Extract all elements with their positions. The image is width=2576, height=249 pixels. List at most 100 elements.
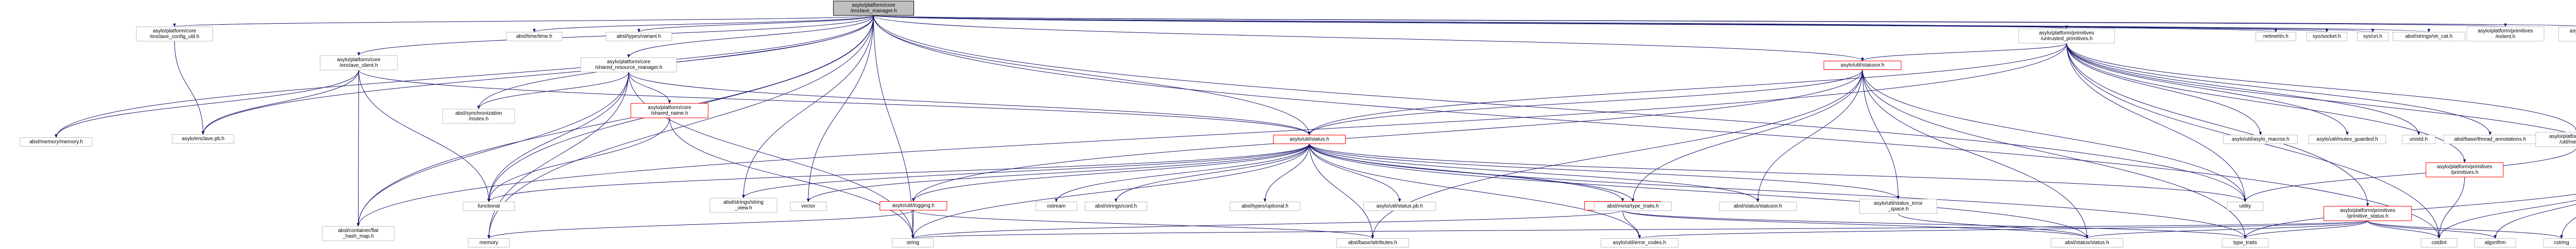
edge-layer xyxy=(55,15,2576,239)
edge-root-to-vector xyxy=(807,15,874,203)
node-thread-annotations[interactable]: absl/base/thread_annotations.h xyxy=(2443,135,2537,144)
node-label: asylo/platform/primitives xyxy=(2437,164,2492,170)
node-primitive-status[interactable]: asylo/platform/primitives/primitive_stat… xyxy=(2324,206,2412,221)
node-label: asylo/platform/core xyxy=(607,59,651,65)
edge-statusor-to-absl-status xyxy=(1862,69,2089,239)
node-label: absl/strings/str_cat.h xyxy=(2405,34,2453,40)
node-box xyxy=(2018,28,2115,44)
node-box xyxy=(605,32,672,41)
node-box xyxy=(833,1,914,16)
node-cord[interactable]: absl/strings/cord.h xyxy=(1084,202,1147,211)
node-optional[interactable]: absl/types/optional.h xyxy=(1229,202,1300,211)
edge-root-to-string xyxy=(873,15,914,239)
node-layer: asylo/platform/core/enclave_manager.hasy… xyxy=(20,1,2576,247)
node-label: asylo/util/status_error xyxy=(1874,201,1923,206)
edge-untrusted-primitives-to-flat-hash-map xyxy=(357,43,2067,227)
edge-root-to-str-cat xyxy=(873,15,2430,33)
node-unistd[interactable]: unistd.h xyxy=(2402,135,2436,144)
node-utility[interactable]: utility xyxy=(2227,202,2264,211)
node-string-view[interactable]: absl/strings/string_view.h xyxy=(709,198,777,213)
node-functional[interactable]: functional xyxy=(463,202,515,211)
edge-extent-to-cstdint xyxy=(2437,200,2576,239)
node-mutex-guarded[interactable]: asylo/util/mutex_guarded.h xyxy=(2308,135,2386,144)
node-label: /mutex.h xyxy=(469,116,488,122)
node-absl-variant[interactable]: absl/types/variant.h xyxy=(605,32,672,41)
node-memory[interactable]: memory xyxy=(468,238,510,247)
edge-status-to-cord xyxy=(1114,144,1310,203)
node-prim-status-top[interactable]: asylo/platform/primitives/primitive_stat… xyxy=(2558,26,2576,42)
edge-status-to-status-pb xyxy=(1309,144,1401,203)
node-label: memory xyxy=(480,240,498,246)
node-box xyxy=(2255,32,2296,41)
node-label: vector xyxy=(801,204,816,209)
node-mutex[interactable]: absl/synchronization/mutex.h xyxy=(442,109,515,124)
node-string[interactable]: string xyxy=(892,238,934,247)
edge-statusor-to-logging xyxy=(912,69,1863,202)
node-type-traits[interactable]: type_traits xyxy=(2222,238,2269,247)
node-box xyxy=(1823,61,1902,70)
node-status[interactable]: asylo/util/status.h xyxy=(1273,135,1346,144)
node-asylo-macros[interactable]: asylo/util/asylo_macros.h xyxy=(2223,135,2298,144)
node-primitives[interactable]: asylo/platform/primitives/primitives.h xyxy=(2426,162,2504,177)
node-netinet-in[interactable]: netinet/in.h xyxy=(2255,32,2296,41)
node-type-traits-h[interactable]: absl/meta/type_traits.h xyxy=(1594,202,1672,211)
node-util-message[interactable]: asylo/platform/primitives/util/message.h xyxy=(2535,132,2576,147)
node-vector[interactable]: vector xyxy=(790,202,827,211)
node-box xyxy=(468,238,510,247)
node-label: absl/meta/type_traits.h xyxy=(1607,204,1659,209)
edge-status-to-status-statusor xyxy=(1309,144,1759,203)
node-sys-socket[interactable]: sys/socket.h xyxy=(2306,32,2347,41)
node-label: /enclave_manager.h xyxy=(851,8,897,14)
node-untrusted-primitives[interactable]: asylo/platform/primitives/untrusted_prim… xyxy=(2018,28,2115,44)
node-shared-resource-manager[interactable]: asylo/platform/core/shared_resource_mana… xyxy=(580,57,677,73)
node-shared-name[interactable]: asylo/platform/core/shared_name.h xyxy=(630,103,708,118)
node-box xyxy=(2392,32,2465,41)
edge-root-to-enclave-config-util xyxy=(173,15,874,27)
node-label: /shared_name.h xyxy=(651,111,688,116)
node-algorithm[interactable]: algorithm xyxy=(2474,238,2516,247)
node-label: asylo/util/status.h xyxy=(1290,137,1329,143)
node-cstdint[interactable]: cstdint xyxy=(2420,238,2458,247)
node-label: ostream xyxy=(1047,204,1065,209)
edge-error-space-to-error-codes xyxy=(1622,210,1641,239)
edge-untrusted-primitives-to-thread-annotations xyxy=(2066,43,2492,136)
node-prim-extent-top[interactable]: asylo/platform/primitives/extent.h xyxy=(2466,26,2545,42)
node-status-statusor[interactable]: absl/status/statusor.h xyxy=(1719,202,1797,211)
edge-untrusted-primitives-to-primitive-status xyxy=(2066,43,2369,207)
node-box xyxy=(172,134,234,144)
node-attributes[interactable]: absl/base/attributes.h xyxy=(1336,238,1409,247)
node-str-cat[interactable]: absl/strings/str_cat.h xyxy=(2392,32,2465,41)
node-label: absl/types/variant.h xyxy=(617,34,661,40)
node-enclave-config-util[interactable]: asylo/platform/core/enclave_config_util.… xyxy=(136,26,213,42)
node-label: asylo/util/asylo_macros.h xyxy=(2232,137,2290,143)
node-sys-un[interactable]: sys/un.h xyxy=(2357,32,2389,41)
node-absl-status[interactable]: absl/status/status.h xyxy=(2050,238,2124,247)
node-box xyxy=(1859,199,1937,214)
node-absl-memory[interactable]: absl/memory/memory.h xyxy=(20,137,93,147)
node-error-codes[interactable]: asylo/util/error_codes.h xyxy=(1600,238,1679,247)
edge-status-to-logging xyxy=(912,144,1310,202)
edge-primitives-to-cstdint xyxy=(2437,176,2465,239)
node-absl-time[interactable]: absl/time/time.h xyxy=(506,32,563,41)
edge-extent-to-type-traits xyxy=(2244,193,2576,239)
node-root[interactable]: asylo/platform/core/enclave_manager.h xyxy=(833,1,914,16)
node-statusor[interactable]: asylo/util/statusor.h xyxy=(1823,61,1902,70)
edge-statusor-to-status xyxy=(1308,69,1863,136)
node-status-error-space[interactable]: asylo/util/status_error_space.h xyxy=(1859,199,1937,214)
node-enclave-client[interactable]: asylo/platform/core/enclave_client.h xyxy=(319,55,398,70)
node-logging[interactable]: asylo/util/logging.h xyxy=(879,201,947,210)
node-cstring[interactable]: cstring xyxy=(2543,238,2576,247)
node-label: /util/message.h xyxy=(2560,139,2576,145)
edge-enclave-client-to-functional xyxy=(358,69,490,203)
edge-status-to-string xyxy=(911,144,1310,239)
edge-shared-name-to-string xyxy=(669,117,914,239)
node-flat-hash-map[interactable]: absl/container/flat_hash_map.h xyxy=(321,226,395,241)
edge-primitive-status-to-cstring xyxy=(2367,220,2563,239)
node-label: string xyxy=(907,240,919,246)
edge-untrusted-primitives-to-asylo-macros xyxy=(2066,43,2262,136)
node-status-pb[interactable]: asylo/util/status.pb.h xyxy=(1363,202,1436,211)
edge-logging-to-attributes xyxy=(913,210,1374,239)
node-ostream[interactable]: ostream xyxy=(1035,202,1077,211)
node-enclave-pb[interactable]: asylo/enclave.pb.h xyxy=(172,134,234,144)
node-box xyxy=(2558,26,2576,42)
